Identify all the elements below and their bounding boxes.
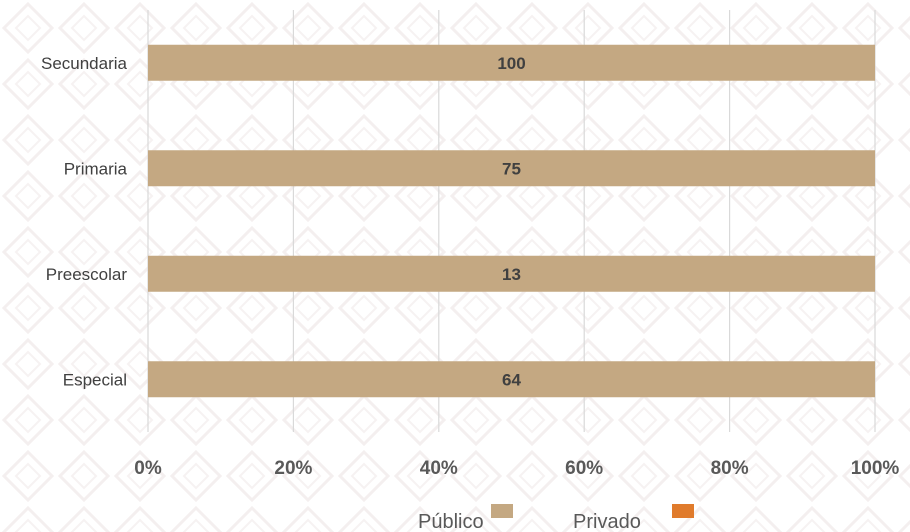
labels: 0% 20% 40% 60% 80% 100% 100 Secundaria 75 Primari… — [41, 54, 899, 479]
x-tick-label: 20% — [274, 458, 312, 479]
bar-publico-primaria — [148, 150, 875, 187]
bar-publico-especial — [148, 361, 875, 398]
data-label: 64 — [502, 370, 521, 389]
legend-swatch-publico[interactable] — [491, 504, 513, 518]
bar-publico-preescolar — [148, 255, 875, 292]
x-tick-label: 60% — [565, 458, 603, 479]
x-tick-label: 0% — [134, 458, 162, 479]
bars — [148, 44, 875, 398]
category-label: Secundaria — [41, 54, 128, 73]
legend-label-publico[interactable]: Público — [418, 511, 484, 532]
x-tick-label: 40% — [420, 458, 458, 479]
category-label: Primaria — [64, 159, 128, 178]
x-tick-label: 80% — [711, 458, 749, 479]
bar-publico-secundaria — [148, 44, 875, 81]
data-label: 75 — [502, 159, 521, 178]
data-label: 13 — [502, 265, 521, 284]
category-label: Especial — [63, 370, 127, 389]
category-label: Preescolar — [46, 265, 128, 284]
legend-label-privado[interactable]: Privado — [573, 511, 641, 532]
legend-swatch-privado[interactable] — [672, 504, 694, 518]
data-label: 100 — [497, 54, 525, 73]
legend[interactable]: Público Privado — [418, 504, 694, 532]
x-tick-label: 100% — [851, 458, 900, 479]
